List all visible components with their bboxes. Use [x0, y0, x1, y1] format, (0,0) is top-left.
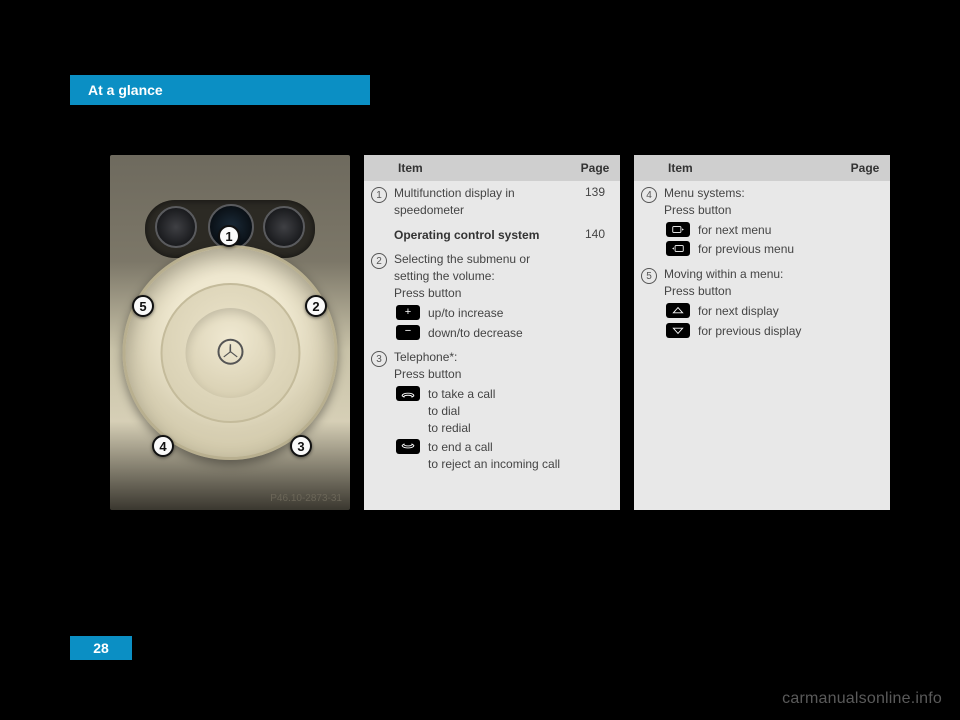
- item-intro: Selecting the submenu or setting the vol…: [394, 251, 564, 285]
- section-tab-label: At a glance: [88, 82, 163, 98]
- triangle-up-icon: [666, 303, 690, 318]
- illustration-code: P46.10-2873-31: [270, 493, 342, 504]
- reference-panel-1: Item Page 1 Multifunction display in spe…: [364, 155, 620, 510]
- gauge-left: [155, 206, 197, 248]
- symbol-label: for previous display: [698, 323, 834, 340]
- gauge-right: [263, 206, 305, 248]
- minus-icon: −: [396, 325, 420, 340]
- header-item: Item: [664, 160, 840, 177]
- item-text: Multifunction display in speedometer: [394, 185, 570, 219]
- symbol-label: for next display: [698, 303, 834, 320]
- symbol-label: down/to decrease: [428, 325, 564, 342]
- callout-marker: 3: [290, 435, 312, 457]
- item-text: Operating control system: [394, 227, 570, 244]
- header-page: Page: [840, 161, 890, 175]
- item-press: Press button: [394, 285, 564, 302]
- item-page: 140: [570, 227, 620, 244]
- item-intro: Menu systems:: [664, 185, 834, 202]
- item-press: Press button: [394, 366, 564, 383]
- symbol-label: for next menu: [698, 222, 834, 239]
- item-intro: Telephone*:: [394, 349, 564, 366]
- table-row: 1 Multifunction display in speedometer 1…: [364, 181, 620, 223]
- symbol-label: up/to increase: [428, 305, 564, 322]
- table-row: 2 Selecting the submenu or setting the v…: [364, 247, 620, 345]
- section-tab: At a glance: [70, 75, 370, 105]
- table-row: 5 Moving within a menu: Press button for…: [634, 262, 890, 343]
- callout-marker: 2: [305, 295, 327, 317]
- callout-marker: 1: [218, 225, 240, 247]
- item-number: 2: [371, 253, 387, 269]
- item-page: 139: [570, 185, 620, 219]
- symbol-label: to reject an incoming call: [428, 456, 564, 473]
- item-number: 1: [371, 187, 387, 203]
- screen-next-icon: [666, 222, 690, 237]
- plus-icon: +: [396, 305, 420, 320]
- triangle-down-icon: [666, 323, 690, 338]
- header-item: Item: [394, 160, 570, 177]
- steering-wheel-illustration: 1 2 3 4 5 P46.10-2873-31: [110, 155, 350, 510]
- steering-wheel: [123, 245, 338, 460]
- header-page: Page: [570, 161, 620, 175]
- page-number: 28: [93, 640, 109, 656]
- symbol-label: to redial: [428, 420, 564, 437]
- table-row: 3 Telephone*: Press button to take a cal…: [364, 345, 620, 477]
- item-press: Press button: [664, 202, 834, 219]
- panel-header: Item Page: [634, 155, 890, 181]
- watermark: carmanualsonline.info: [782, 690, 942, 708]
- panel-header: Item Page: [364, 155, 620, 181]
- item-intro: Moving within a menu:: [664, 266, 834, 283]
- reference-panel-2: Item Page 4 Menu systems: Press button f…: [634, 155, 890, 510]
- callout-marker: 4: [152, 435, 174, 457]
- table-row: Operating control system 140: [364, 223, 620, 248]
- phone-hangup-icon: [396, 439, 420, 454]
- manual-page: At a glance 1 2 3 4 5 P46.10-: [0, 0, 960, 720]
- symbol-label: to take a call: [428, 386, 564, 403]
- phone-pickup-icon: [396, 386, 420, 401]
- item-number: 3: [371, 351, 387, 367]
- symbol-label: for previous menu: [698, 241, 834, 258]
- callout-marker: 5: [132, 295, 154, 317]
- wheel-hub: [185, 308, 275, 398]
- table-row: 4 Menu systems: Press button for next me…: [634, 181, 890, 262]
- content-row: 1 2 3 4 5 P46.10-2873-31 Item Page 1 Mul…: [110, 155, 890, 525]
- screen-prev-icon: [666, 241, 690, 256]
- page-number-bar: 28: [70, 636, 132, 660]
- item-press: Press button: [664, 283, 834, 300]
- mercedes-logo-icon: [217, 338, 243, 364]
- item-number: 5: [641, 268, 657, 284]
- symbol-label: to end a call: [428, 439, 564, 456]
- symbol-label: to dial: [428, 403, 564, 420]
- item-number: 4: [641, 187, 657, 203]
